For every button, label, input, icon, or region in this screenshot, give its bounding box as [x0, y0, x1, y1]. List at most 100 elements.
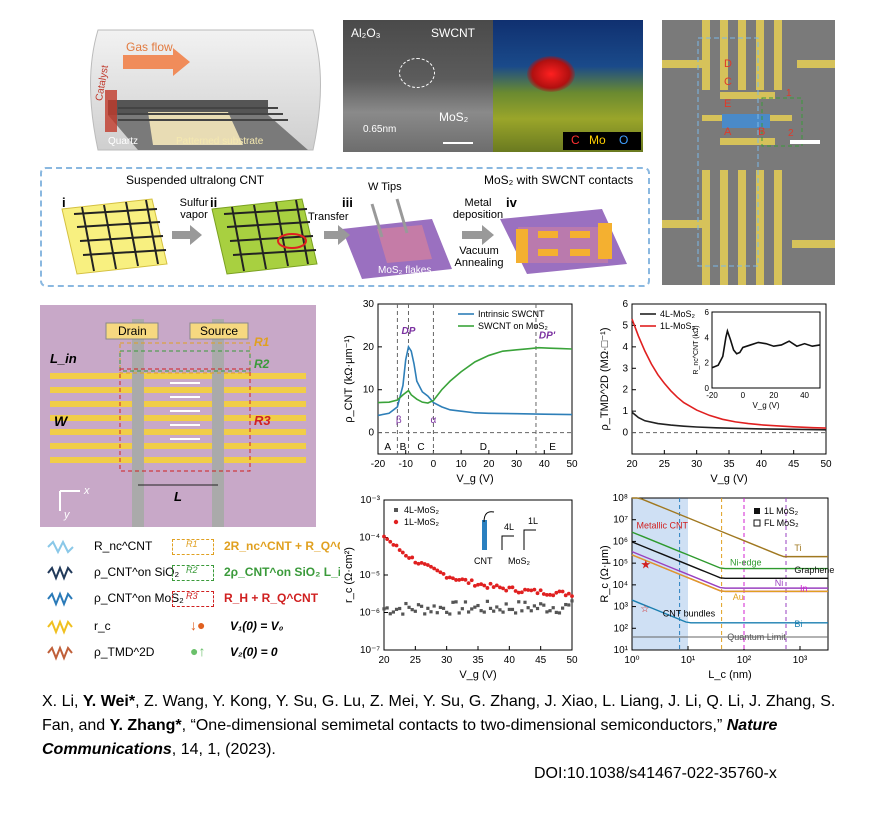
data-point — [542, 603, 546, 607]
sem-label-2: 2 — [788, 128, 794, 139]
step-i: i — [62, 195, 66, 210]
process-drawings — [61, 198, 627, 279]
data-point — [400, 550, 405, 555]
legend-marker-filled — [754, 508, 760, 514]
legend-label: FL MoS₂ — [764, 518, 799, 528]
data-point — [557, 611, 562, 615]
data-point — [523, 600, 527, 604]
arrow-vacuum-annealing: Vacuum Annealing — [454, 245, 504, 269]
data-point — [532, 587, 537, 592]
carbon-hotspot — [527, 56, 575, 92]
data-point — [467, 610, 471, 614]
data-point — [513, 589, 518, 593]
data-point — [495, 605, 499, 609]
legend-label: 4L-MoS₂ — [404, 505, 440, 515]
eds-legend-o: O — [619, 133, 629, 147]
data-point — [557, 589, 562, 594]
data-point — [507, 585, 512, 590]
citation-rest: , 14, 1, (2023). — [171, 741, 276, 758]
citation-authors-2: , Z. Wang, Y. Kong, Y. Su, G. Lu, Z. Mei… — [42, 693, 836, 734]
annotation-alpha: α — [431, 415, 437, 426]
y-axis-label: ρ_CNT (kΩ·μm⁻¹) — [343, 335, 355, 423]
series-line — [632, 497, 828, 558]
annotation-material: Ni-edge — [730, 557, 762, 567]
y-tick-label: 1 — [622, 406, 628, 417]
annotation-material: Ti — [794, 543, 801, 553]
data-point — [488, 581, 493, 586]
eds-legend-mo: Mo — [589, 133, 606, 147]
inset-x-tick-label: -20 — [706, 391, 718, 400]
data-point — [429, 564, 433, 569]
y-tick-label: 10⁻⁶ — [359, 608, 380, 619]
quartz-tube-illustration — [90, 29, 321, 151]
data-point — [426, 606, 430, 610]
legend-key-r3 — [172, 591, 214, 607]
y-tick-label: 10⁷ — [613, 515, 628, 526]
inset-x-axis-label: V_g (V) — [752, 401, 779, 410]
data-point — [516, 590, 521, 595]
data-point — [539, 602, 543, 606]
data-point — [529, 588, 534, 593]
x-tick-label: 10 — [456, 459, 468, 470]
data-point — [404, 553, 408, 558]
data-point — [504, 602, 508, 606]
data-point — [432, 604, 436, 608]
data-point — [561, 606, 565, 610]
data-point — [422, 562, 427, 566]
x-axis-label: V_g (V) — [710, 473, 747, 485]
data-point — [398, 606, 402, 611]
data-point — [491, 585, 496, 589]
data-point — [498, 608, 502, 612]
x-tick-label: 50 — [820, 459, 832, 470]
data-point — [554, 590, 559, 595]
y-tick-label: 10 — [363, 385, 375, 396]
x-tick-label: 20 — [626, 459, 638, 470]
x-tick-label: 20 — [483, 459, 495, 470]
x-axis-label: L_c (nm) — [708, 669, 751, 681]
legend-label: 1L-MoS₂ — [404, 517, 440, 527]
data-point — [479, 582, 484, 587]
annotation-quantum-limit: Quantum Limit — [727, 632, 786, 642]
w-tips-label: W Tips — [368, 181, 402, 193]
patterned-substrate-label: Patterned substrate — [176, 136, 264, 147]
inset-x-tick-label: 0 — [741, 391, 746, 400]
legend-left-1: ρ_CNT^on SiO₂ — [94, 565, 180, 579]
x-axis-label: V_g (V) — [456, 473, 493, 485]
data-point — [514, 611, 518, 615]
legend-marker — [393, 519, 399, 525]
data-point — [385, 537, 390, 541]
data-point — [526, 588, 531, 592]
data-point — [463, 577, 468, 582]
r3-label: R3 — [254, 413, 271, 428]
data-point — [551, 593, 556, 598]
chart-rc-vs-lc: 10⁰ 10¹ 10² 10³10¹10²10³10⁴10⁵10⁶10⁷10⁸L_c … — [599, 493, 834, 681]
y-tick-label: 4 — [622, 342, 628, 353]
legend-right-2: R_H + R_Q^CNT — [224, 591, 319, 605]
x-tick-label: 10¹ — [681, 655, 696, 666]
data-point — [526, 606, 530, 610]
series-line — [377, 346, 573, 404]
data-point — [385, 606, 389, 610]
data-point — [492, 609, 496, 613]
y-tick-label: 10² — [614, 623, 629, 634]
citation-journal: Nature Communications — [42, 717, 778, 758]
citation-doi[interactable]: DOI:10.1038/s41467-022-35760-x — [534, 765, 777, 782]
inset-frame — [711, 311, 821, 389]
eds-legend — [563, 132, 641, 150]
sem-label-b: B — [758, 126, 766, 138]
data-point — [473, 605, 477, 609]
data-point — [517, 600, 521, 604]
data-point — [545, 592, 549, 597]
region-label: C — [417, 442, 424, 453]
legend-right-1: 2ρ_CNT^on SiO₂ L_in — [224, 565, 340, 579]
annotation-dp: DP — [402, 326, 416, 337]
gas-flow-label: Gas flow — [126, 40, 173, 54]
data-point — [485, 586, 490, 590]
sem-label-a: A — [724, 126, 732, 138]
data-point — [441, 606, 446, 610]
panel-quartz-tube: Gas flow Catalyst Quartz Patterned subst… — [78, 20, 328, 155]
axis-y-label: y — [64, 509, 70, 521]
legend-right-3: V₁(0) = V₀ — [230, 619, 284, 633]
citation: X. Li, Y. Wei*, Z. Wang, Y. Kong, Y. Su,… — [42, 690, 842, 762]
